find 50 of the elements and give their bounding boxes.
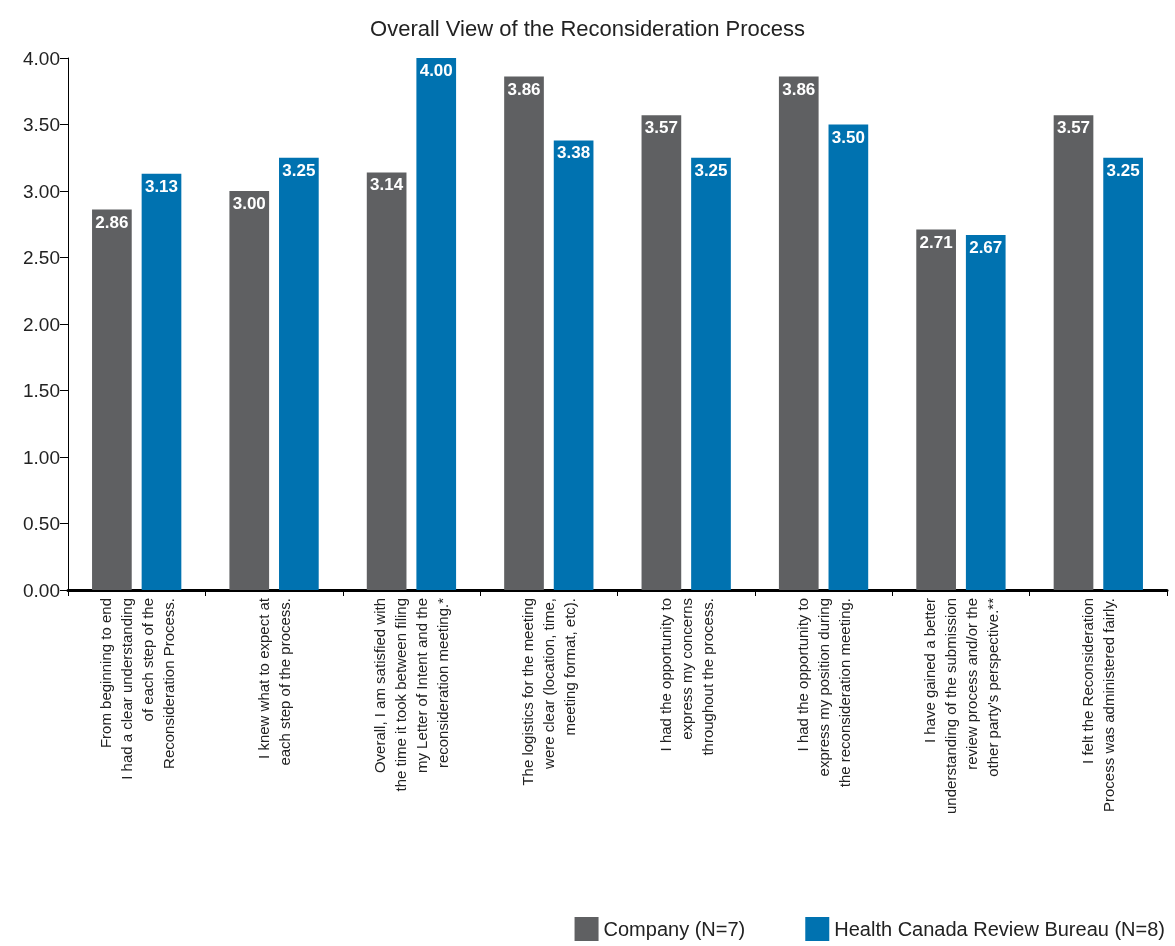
data-label: 3.14 [370, 175, 404, 195]
legend-label: Company (N=7) [603, 918, 746, 940]
data-label: 3.25 [1106, 160, 1140, 180]
y-tick-label: 0.50 [23, 513, 60, 534]
x-tick-label: From beginning to end I had a clear understanding of each step of the Reconsideration Process. [96, 598, 177, 780]
y-tick-label: 3.00 [23, 180, 60, 202]
data-label: 3.57 [644, 118, 678, 138]
bar [279, 157, 319, 590]
bar [965, 234, 1006, 590]
x-tick-label: I had the opportunity to express my position during the reconsideration meeting. [794, 598, 854, 788]
bar [366, 172, 407, 590]
bar [828, 124, 869, 590]
y-tick-label: 2.50 [23, 247, 60, 268]
data-label: 4.00 [419, 61, 453, 80]
data-label: 2.67 [969, 237, 1003, 257]
bar [229, 191, 270, 590]
bar [1053, 115, 1094, 590]
data-label: 2.86 [95, 212, 129, 232]
data-label: 3.25 [694, 160, 728, 180]
y-tick-label: 4.00 [23, 47, 60, 69]
data-label: 3.25 [282, 160, 316, 180]
data-label: 3.13 [144, 176, 179, 196]
y-tick-label: 1.50 [23, 380, 60, 401]
data-label: 2.71 [919, 232, 953, 252]
data-label: 3.38 [557, 143, 591, 163]
data-label: 3.50 [831, 127, 865, 147]
bar [691, 157, 731, 590]
bar [641, 115, 682, 590]
bar [916, 229, 956, 590]
y-tick-label: 0.00 [23, 579, 60, 601]
bar [1103, 157, 1143, 590]
y-tick-label: 1.00 [23, 446, 60, 468]
bar [416, 58, 457, 590]
chart-title: Overall View of the Reconsideration Process [370, 15, 805, 41]
data-label: 3.86 [782, 79, 816, 99]
data-label: 3.86 [507, 79, 541, 99]
legend-label: Health Canada Review Bureau (N=8) [834, 918, 1165, 940]
x-tick-label: I had the opportunity to express my concerns throughout the process. [656, 598, 716, 756]
data-label: 3.00 [232, 194, 266, 213]
bar [553, 140, 594, 590]
y-tick-label: 2.00 [23, 313, 60, 335]
bar [141, 173, 182, 590]
bar [504, 76, 544, 590]
x-tick-label: I felt the Reconsideration Process was administered fairly. [1079, 598, 1118, 812]
data-label: 3.57 [1056, 118, 1091, 138]
x-tick-label: I knew what to expect at each step of the process. [255, 597, 294, 766]
bar [92, 209, 132, 590]
x-tick-label: The logistics for the meeting were clear (location, time, meeting format, etc). [519, 598, 579, 786]
bar [778, 76, 819, 590]
y-tick-label: 3.50 [23, 114, 60, 135]
